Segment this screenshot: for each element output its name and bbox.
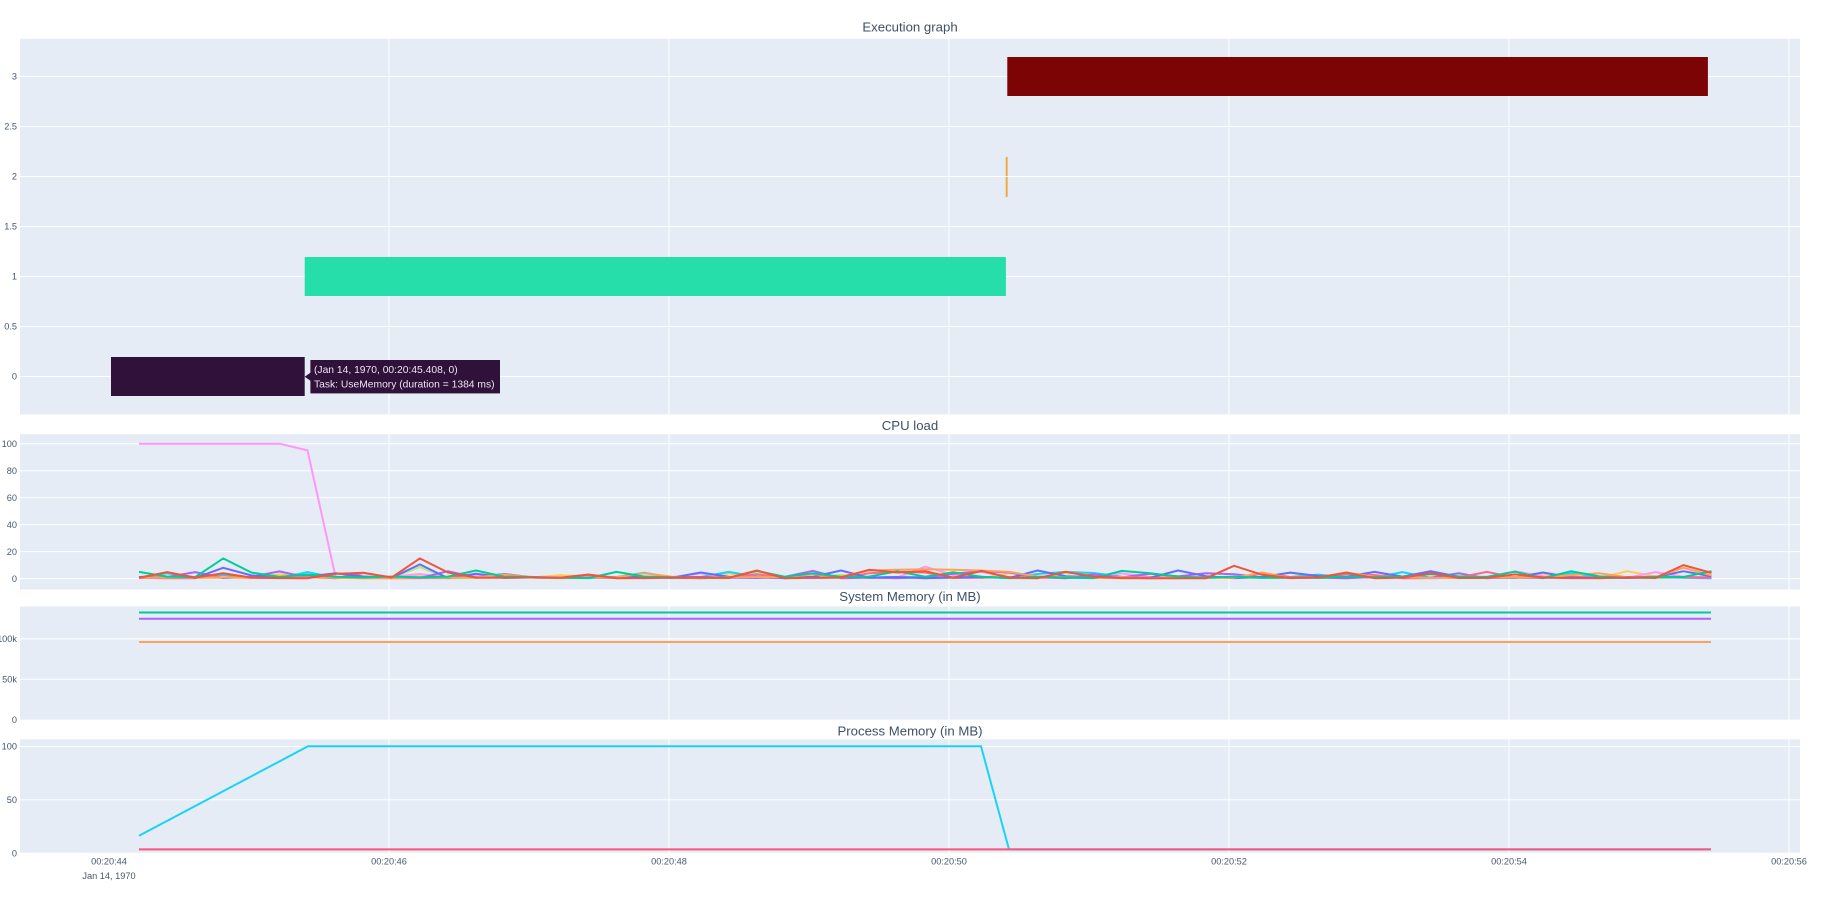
svg-text:00:20:54: 00:20:54: [1491, 856, 1527, 866]
svg-text:00:20:48: 00:20:48: [651, 856, 687, 866]
svg-text:50: 50: [7, 795, 17, 805]
svg-text:CPU load: CPU load: [882, 418, 938, 433]
svg-text:00:20:44: 00:20:44: [91, 856, 127, 866]
svg-text:0: 0: [12, 372, 17, 382]
svg-text:100: 100: [2, 439, 17, 449]
svg-text:Jan 14, 1970: Jan 14, 1970: [82, 871, 135, 881]
svg-text:1: 1: [12, 272, 17, 282]
svg-text:20: 20: [7, 547, 17, 557]
svg-text:2: 2: [12, 172, 17, 182]
svg-text:60: 60: [7, 493, 17, 503]
svg-text:0: 0: [12, 574, 17, 584]
svg-text:00:20:50: 00:20:50: [931, 856, 967, 866]
svg-text:40: 40: [7, 520, 17, 530]
svg-text:Execution graph: Execution graph: [862, 20, 957, 35]
svg-text:Task: UseMemory (duration = 13: Task: UseMemory (duration = 1384 ms): [314, 379, 495, 390]
svg-text:1.5: 1.5: [4, 222, 17, 232]
svg-text:50k: 50k: [2, 674, 17, 684]
svg-text:80: 80: [7, 466, 17, 476]
svg-text:00:20:56: 00:20:56: [1771, 856, 1807, 866]
svg-text:0: 0: [12, 849, 17, 859]
svg-text:3: 3: [12, 72, 17, 82]
svg-text:100: 100: [2, 742, 17, 752]
svg-text:(Jan 14, 1970, 00:20:45.408, 0: (Jan 14, 1970, 00:20:45.408, 0): [314, 365, 458, 376]
svg-text:Process Memory (in MB): Process Memory (in MB): [837, 724, 982, 739]
svg-text:100k: 100k: [0, 634, 17, 644]
svg-text:0.5: 0.5: [4, 322, 17, 332]
svg-text:00:20:52: 00:20:52: [1211, 856, 1247, 866]
svg-text:2.5: 2.5: [4, 122, 17, 132]
svg-text:00:20:46: 00:20:46: [371, 856, 407, 866]
svg-text:0: 0: [12, 715, 17, 725]
svg-text:System Memory (in MB): System Memory (in MB): [839, 589, 980, 604]
